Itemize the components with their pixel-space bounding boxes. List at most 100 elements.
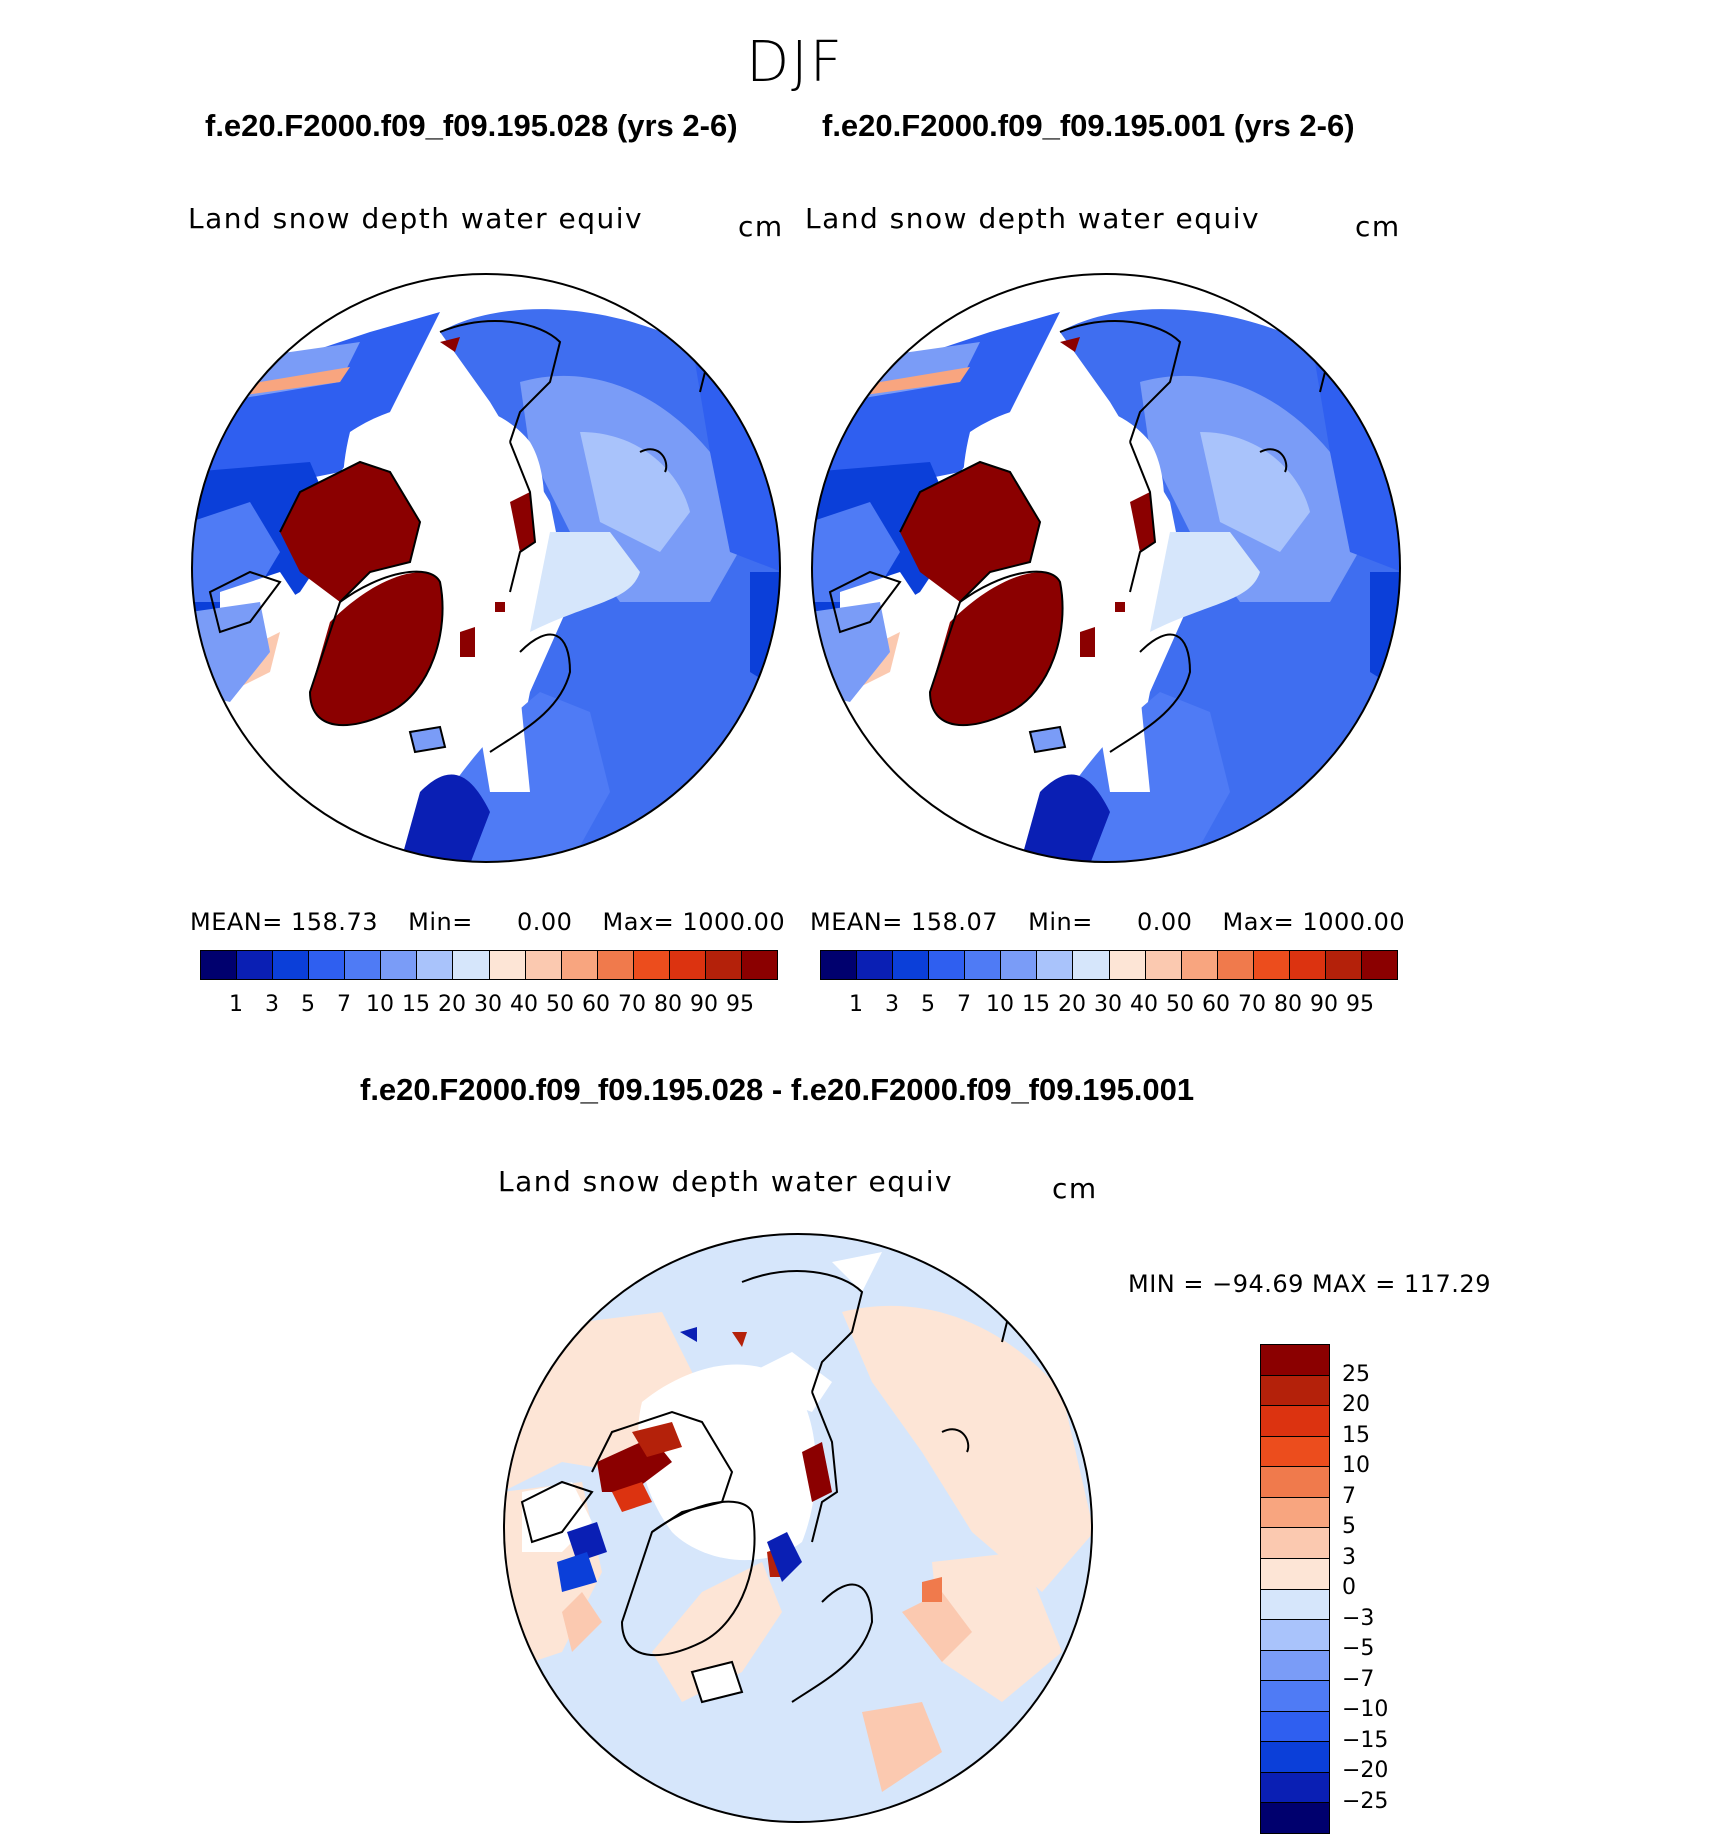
panel1-min-label: Min= xyxy=(408,908,473,936)
panel1-colorbar-swatch xyxy=(561,951,598,979)
difference-colorbar-swatch xyxy=(1261,1681,1329,1712)
panel1-min-value: 0.00 xyxy=(516,908,573,936)
panel1-max-label: Max= xyxy=(602,908,675,936)
panel2-colorbar-tick-label: 30 xyxy=(1094,992,1122,1017)
panel1-colorbar-tick-label: 80 xyxy=(654,992,682,1017)
panel1-colorbar-tick-label: 10 xyxy=(366,992,394,1017)
panel2-colorbar-swatch xyxy=(857,951,894,979)
panel1-variable-label: Land snow depth water equiv xyxy=(188,202,644,235)
difference-colorbar xyxy=(1260,1344,1330,1834)
panel1-colorbar-tick-label: 50 xyxy=(546,992,574,1017)
panel2-colorbar-swatch xyxy=(1037,951,1074,979)
panel1-colorbar-swatch xyxy=(345,951,382,979)
panel2-colorbar-swatch xyxy=(821,951,858,979)
panel1-colorbar-tick-label: 7 xyxy=(337,992,351,1017)
panel2-min-value: 0.00 xyxy=(1136,908,1193,936)
panel2-colorbar-tick-label: 3 xyxy=(885,992,899,1017)
panel2-mean-label: MEAN= xyxy=(810,908,903,936)
panel1-colorbar-swatch xyxy=(705,951,742,979)
panel1-colorbar-swatch xyxy=(381,951,418,979)
difference-colorbar-swatch xyxy=(1261,1742,1329,1773)
panel2-colorbar xyxy=(820,950,1398,980)
panel1-mean-value: 158.73 xyxy=(291,908,378,936)
panel1-colorbar-swatch xyxy=(273,951,310,979)
panel1-colorbar-swatch xyxy=(741,951,777,979)
panel1-colorbar-swatch xyxy=(237,951,274,979)
panel1-colorbar-tick-label: 30 xyxy=(474,992,502,1017)
difference-colorbar-swatch xyxy=(1261,1406,1329,1437)
panel1-colorbar-tick-label: 15 xyxy=(402,992,430,1017)
panel2-stats: MEAN= 158.07 Min= 0.00 Max= 1000.00 xyxy=(810,908,1405,936)
difference-colorbar-tick-label: 15 xyxy=(1342,1422,1370,1448)
panel2-colorbar-swatch xyxy=(1109,951,1146,979)
panel2-colorbar-swatch xyxy=(1181,951,1218,979)
panel1-case-title: f.e20.F2000.f09_f09.195.028 (yrs 2-6) xyxy=(205,108,738,143)
panel1-colorbar-swatch xyxy=(633,951,670,979)
difference-colorbar-swatch xyxy=(1261,1558,1329,1590)
panel1-colorbar-tick-label: 70 xyxy=(618,992,646,1017)
panel1-colorbar-ticks: 1 3 5 7 10 15 20 30 40 50 60 70 80 90 95 xyxy=(200,992,776,1018)
panel2-colorbar-swatch xyxy=(965,951,1002,979)
panel2-colorbar-tick-label: 15 xyxy=(1022,992,1050,1017)
panel1-mean-label: MEAN= xyxy=(190,908,283,936)
difference-colorbar-swatch xyxy=(1261,1620,1329,1651)
panel2-colorbar-tick-label: 80 xyxy=(1274,992,1302,1017)
panel2-units-label: cm xyxy=(1355,210,1401,243)
panel1-colorbar-tick-label: 20 xyxy=(438,992,466,1017)
difference-colorbar-tick-label: −7 xyxy=(1342,1666,1375,1692)
difference-colorbar-swatch xyxy=(1261,1345,1329,1376)
difference-colorbar-tick-label: 20 xyxy=(1342,1392,1370,1417)
difference-colorbar-tick-label: −15 xyxy=(1342,1727,1389,1753)
panel2-colorbar-swatch xyxy=(929,951,966,979)
panel2-colorbar-swatch xyxy=(1361,951,1397,979)
panel1-colorbar-tick-label: 3 xyxy=(265,992,279,1017)
panel2-colorbar-swatch xyxy=(1073,951,1110,979)
panel2-colorbar-swatch xyxy=(1325,951,1362,979)
panel1-colorbar-swatch xyxy=(489,951,526,979)
panel2-colorbar-tick-label: 60 xyxy=(1202,992,1230,1017)
difference-variable-label: Land snow depth water equiv xyxy=(498,1165,954,1198)
panel1-colorbar-tick-label: 60 xyxy=(582,992,610,1017)
panel1-stats: MEAN= 158.73 Min= 0.00 Max= 1000.00 xyxy=(190,908,785,936)
panel2-colorbar-tick-label: 1 xyxy=(849,992,863,1017)
panel1-colorbar-swatch xyxy=(525,951,562,979)
panel2-colorbar-swatch xyxy=(1253,951,1290,979)
panel1-colorbar xyxy=(200,950,778,980)
panel2-variable-label: Land snow depth water equiv xyxy=(805,202,1261,235)
panel1-colorbar-swatch xyxy=(201,951,238,979)
difference-colorbar-swatch xyxy=(1261,1589,1329,1621)
panel1-colorbar-swatch xyxy=(453,951,490,979)
difference-colorbar-swatch xyxy=(1261,1375,1329,1407)
panel2-colorbar-swatch xyxy=(1001,951,1038,979)
difference-colorbar-swatch xyxy=(1261,1803,1329,1833)
difference-colorbar-swatch xyxy=(1261,1772,1329,1804)
difference-colorbar-tick-label: 10 xyxy=(1342,1453,1370,1478)
panel2-colorbar-tick-label: 40 xyxy=(1130,992,1158,1017)
difference-polar-map xyxy=(503,1233,1093,1823)
difference-colorbar-swatch xyxy=(1261,1528,1329,1559)
panel2-max-value: 1000.00 xyxy=(1302,908,1406,936)
difference-title: f.e20.F2000.f09_f09.195.028 - f.e20.F200… xyxy=(360,1072,1195,1107)
panel2-colorbar-ticks: 1 3 5 7 10 15 20 30 40 50 60 70 80 90 95 xyxy=(820,992,1396,1018)
difference-colorbar-tick-label: 0 xyxy=(1342,1575,1356,1600)
panel2-max-label: Max= xyxy=(1222,908,1295,936)
panel2-colorbar-swatch xyxy=(1145,951,1182,979)
difference-colorbar-swatch xyxy=(1261,1711,1329,1743)
panel1-colorbar-tick-label: 5 xyxy=(301,992,315,1017)
panel2-min-label: Min= xyxy=(1028,908,1093,936)
difference-colorbar-tick-label: −25 xyxy=(1342,1788,1389,1814)
panel1-colorbar-swatch xyxy=(417,951,454,979)
panel1-colorbar-tick-label: 1 xyxy=(229,992,243,1017)
panel1-colorbar-tick-label: 40 xyxy=(510,992,538,1017)
panel1-colorbar-swatch xyxy=(669,951,706,979)
difference-minmax: MIN = −94.69 MAX = 117.29 xyxy=(1128,1270,1491,1298)
panel2-polar-map xyxy=(811,273,1401,863)
difference-colorbar-swatch xyxy=(1261,1650,1329,1682)
season-title: DJF xyxy=(746,30,844,95)
panel2-colorbar-tick-label: 70 xyxy=(1238,992,1266,1017)
panel1-colorbar-swatch xyxy=(597,951,634,979)
panel1-polar-map xyxy=(191,273,781,863)
difference-colorbar-swatch xyxy=(1261,1467,1329,1498)
difference-colorbar-tick-label: −3 xyxy=(1342,1605,1375,1631)
difference-colorbar-tick-label: −10 xyxy=(1342,1697,1389,1722)
